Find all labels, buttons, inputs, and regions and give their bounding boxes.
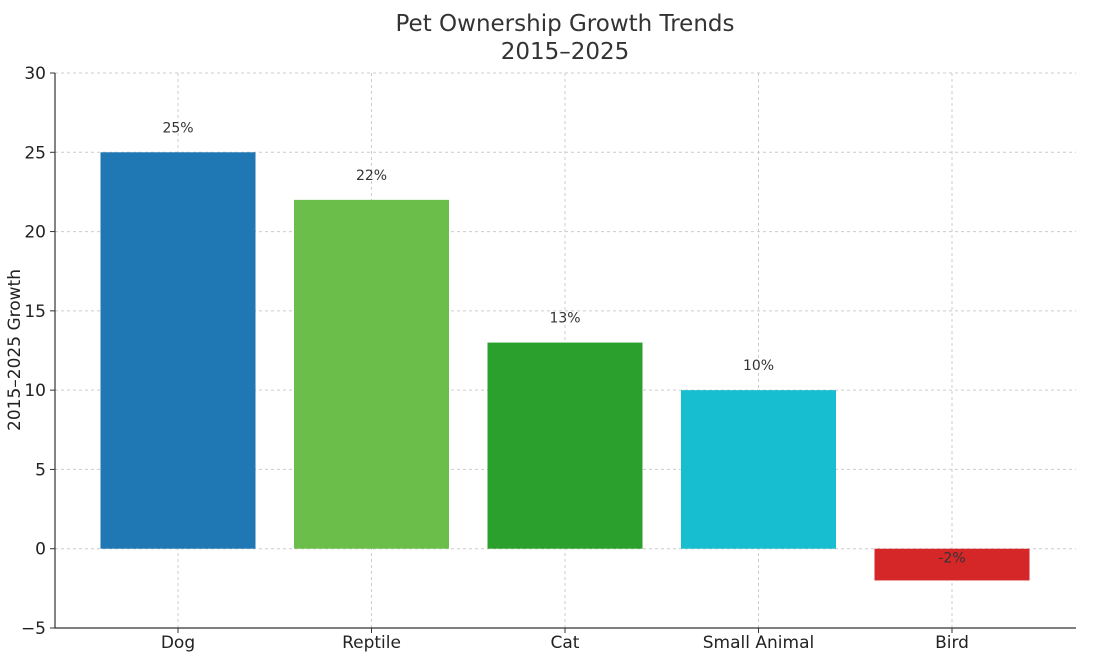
x-tick-label: Bird: [935, 633, 969, 653]
y-tick-label: 20: [24, 223, 46, 243]
data-label: 22%: [356, 168, 387, 184]
x-tick-label: Small Animal: [703, 633, 814, 653]
labels-group: −5 0 5 10 15 20 25 30 Dog Reptile Cat Small Animal B…: [21, 64, 969, 653]
bar-cat: [487, 342, 643, 549]
chart-title: Pet Ownership Growth Trends 2015–2025: [0, 10, 1093, 66]
bar-dog: [100, 152, 256, 549]
y-tick-label: 25: [24, 143, 46, 163]
x-tick-label: Cat: [551, 633, 580, 653]
y-tick-label: 10: [24, 381, 46, 401]
y-tick-label: 0: [35, 540, 46, 560]
bar-reptile: [294, 199, 449, 549]
y-tick-label: 30: [24, 64, 46, 84]
x-tick-label: Dog: [161, 633, 195, 653]
y-tick-label: 5: [35, 460, 46, 480]
bars-group: [100, 152, 1030, 581]
chart-title-line: Pet Ownership Growth Trends: [395, 11, 735, 37]
data-label: -2%: [938, 550, 965, 566]
chart-subtitle-line: 2015–2025: [500, 39, 630, 65]
y-tick-label: 15: [24, 302, 46, 322]
data-label: 25%: [162, 120, 193, 136]
y-tick-label: −5: [21, 619, 46, 639]
bar-small-animal: [681, 390, 836, 549]
data-label: 10%: [743, 358, 774, 374]
data-label: 13%: [549, 311, 580, 327]
bar-bird: [874, 548, 1030, 581]
x-tick-label: Reptile: [342, 633, 401, 653]
axes-group: [50, 72, 1076, 633]
